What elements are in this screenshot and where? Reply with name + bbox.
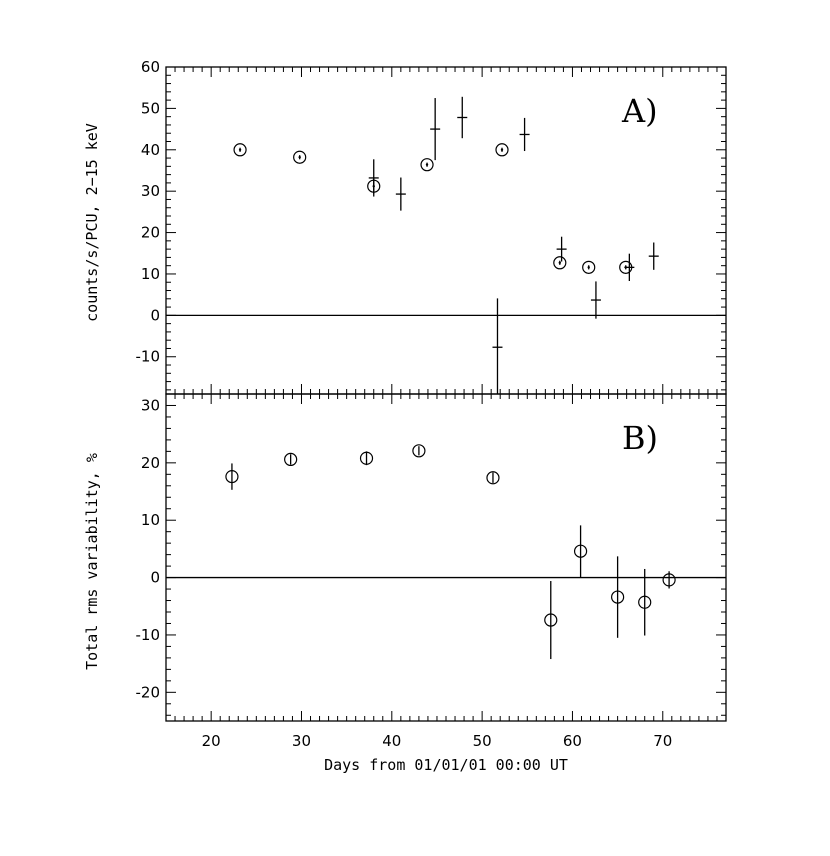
y-tick-label: 60 — [141, 58, 160, 76]
y-tick-label: 40 — [141, 141, 160, 159]
data-point — [544, 581, 558, 660]
panel-a-label: A) — [621, 92, 658, 130]
panel-a-ticks: -10 0 10 20 30 40 50 60 — [136, 58, 727, 394]
data-point — [284, 452, 298, 466]
panel-a-data-points — [233, 96, 659, 394]
y-tick-label: 30 — [141, 396, 160, 414]
data-point — [420, 158, 434, 172]
data-point — [293, 150, 307, 164]
x-tick-label: 30 — [292, 732, 311, 750]
data-point — [624, 253, 635, 281]
x-tick-label: 40 — [382, 732, 401, 750]
data-point — [457, 96, 468, 139]
data-point — [368, 159, 379, 197]
data-point — [582, 260, 596, 274]
data-point — [573, 525, 588, 578]
data-point — [359, 451, 374, 466]
y-tick-label: -10 — [136, 626, 161, 644]
data-point — [495, 143, 509, 157]
y-tick-label: 50 — [141, 99, 160, 117]
data-point — [519, 117, 530, 152]
panel-b-label: B) — [622, 419, 658, 457]
x-tick-label: 60 — [563, 732, 582, 750]
data-point — [395, 177, 406, 211]
data-point — [556, 236, 567, 262]
y-tick-label: 20 — [141, 454, 160, 472]
data-point — [553, 256, 567, 270]
panel-a: -10 0 10 20 30 40 50 60 A) counts/s/PCU, 2−15 k… — [83, 58, 727, 395]
panel-b: -20 -10 0 10 20 30 20 30 40 50 60 70 B) Total rms v… — [83, 393, 727, 774]
y-tick-label: 30 — [141, 182, 160, 200]
data-point — [590, 281, 601, 319]
data-point — [412, 444, 426, 458]
y-tick-label: 20 — [141, 224, 160, 242]
data-point — [662, 571, 676, 589]
data-point — [648, 242, 659, 270]
y-tick-label: -20 — [136, 683, 161, 701]
x-axis-title: Days from 01/01/01 00:00 UT — [324, 756, 568, 774]
data-point — [492, 298, 503, 394]
panel-b-y-axis-title: Total rms variability, % — [83, 453, 101, 670]
data-point — [233, 143, 247, 157]
data-point — [638, 568, 652, 636]
data-point — [225, 463, 239, 490]
y-tick-label: 10 — [141, 265, 160, 283]
y-tick-label: 0 — [150, 569, 160, 587]
panel-a-y-axis-title: counts/s/PCU, 2−15 keV — [83, 123, 101, 322]
data-point — [611, 556, 625, 638]
data-point — [486, 471, 500, 485]
x-tick-label: 20 — [202, 732, 221, 750]
y-tick-label: 0 — [150, 306, 160, 324]
y-tick-label: -10 — [136, 348, 161, 366]
x-tick-label: 70 — [653, 732, 672, 750]
x-tick-label: 50 — [473, 732, 492, 750]
y-tick-label: 10 — [141, 511, 160, 529]
data-point — [430, 98, 441, 161]
panel-b-data-points — [225, 444, 676, 660]
